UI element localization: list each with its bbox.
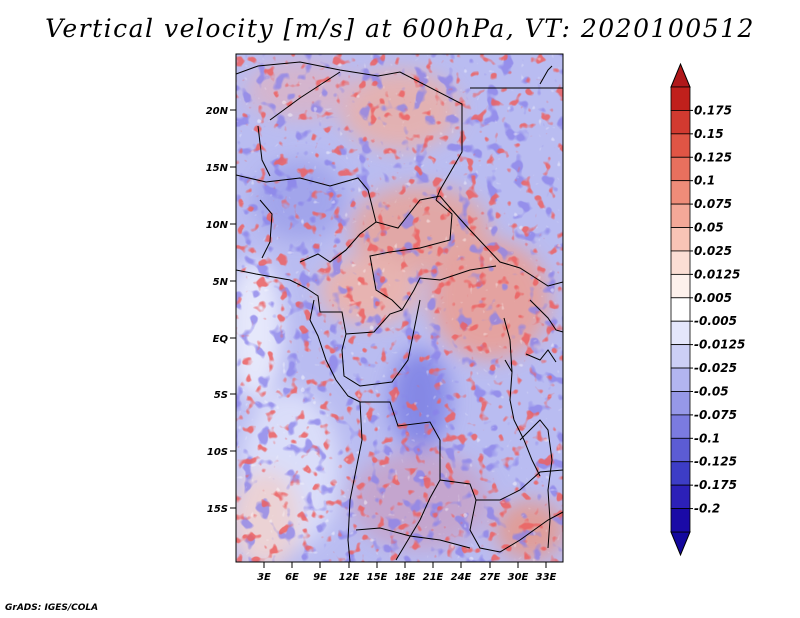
map-frame — [235, 53, 564, 563]
colorbar-swatch — [670, 391, 691, 416]
lat-label: EQ — [213, 334, 229, 345]
colorbar-label: 0.005 — [694, 291, 732, 305]
lon-label: 9E — [313, 572, 327, 583]
colorbar-label: 0.15 — [694, 127, 724, 141]
colorbar-label: -0.1 — [694, 431, 720, 445]
country-boundaries — [236, 61, 563, 562]
colorbar-label: -0.2 — [694, 502, 720, 516]
colorbar-label: -0.0125 — [694, 338, 745, 352]
lon-label: 30E — [508, 572, 529, 583]
lon-label: 18E — [395, 572, 416, 583]
footer-credit: GrADS: IGES/COLA — [5, 603, 99, 613]
colorbar-label: 0.1 — [694, 174, 715, 188]
lon-label: 27E — [480, 572, 501, 583]
colorbar-swatch — [670, 250, 691, 275]
colorbar-swatch — [670, 180, 691, 205]
lat-label: 20N — [206, 106, 229, 117]
colorbar-label: -0.075 — [694, 408, 737, 422]
colorbar-swatch — [670, 227, 691, 252]
colorbar-label: -0.175 — [694, 478, 737, 492]
colorbar-swatch — [670, 437, 691, 463]
lat-label: 5N — [213, 277, 229, 288]
colorbar-swatch — [670, 344, 691, 369]
colorbar-label: -0.125 — [694, 455, 737, 469]
lat-label: 5S — [214, 390, 228, 401]
colorbar-label: -0.05 — [694, 384, 729, 398]
colorbar-swatch — [670, 320, 691, 346]
colorbar-swatch — [670, 156, 691, 182]
colorbar-swatch — [670, 133, 691, 158]
colorbar-swatch — [670, 461, 691, 486]
colorbar-top-arrow — [670, 62, 691, 88]
lat-label: 15N — [206, 163, 229, 174]
latitude-axis: 20N 15N 10N 5N EQ 5S 10S 15S — [206, 106, 236, 515]
colorbar-swatch — [670, 367, 691, 392]
colorbar-bottom-arrow — [670, 531, 691, 557]
lon-label: 15E — [367, 572, 388, 583]
colorbar-swatch — [670, 86, 691, 111]
colorbar-label: -0.005 — [694, 314, 737, 328]
colorbar-label: 0.0125 — [694, 267, 740, 281]
colorbar-label: 0.025 — [694, 244, 732, 258]
colorbar-swatch — [670, 273, 691, 299]
lon-label: 24E — [451, 572, 472, 583]
lon-label: 3E — [257, 572, 271, 583]
chart-title: Vertical velocity [m/s] at 600hPa, VT: 2… — [45, 14, 755, 43]
colorbar-swatch — [670, 203, 691, 228]
lat-label: 10S — [207, 447, 228, 458]
colorbar-swatch — [670, 110, 691, 135]
colorbar-label: 0.075 — [694, 197, 732, 211]
lat-label: 10N — [206, 220, 229, 231]
colorbar-swatch — [670, 484, 691, 509]
colorbar: 0.175 0.15 0.125 0.1 0.075 0.05 0.025 0.0125 0.0… — [670, 62, 745, 557]
lon-label: 21E — [423, 572, 444, 583]
lon-label: 33E — [536, 572, 557, 583]
longitude-axis: 3E 6E 9E 12E 15E 18E 21E 24E 27E 30E 33E — [257, 562, 557, 583]
colorbar-label: 0.125 — [694, 150, 732, 164]
colorbar-label: 0.175 — [694, 103, 732, 117]
colorbar-swatch — [670, 414, 691, 439]
colorbar-label: 0.05 — [694, 221, 724, 235]
lat-label: 15S — [207, 504, 228, 515]
colorbar-label: -0.025 — [694, 361, 737, 375]
lon-label: 6E — [285, 572, 299, 583]
lon-label: 12E — [339, 572, 360, 583]
colorbar-swatch — [670, 297, 691, 322]
colorbar-swatch — [670, 508, 691, 533]
